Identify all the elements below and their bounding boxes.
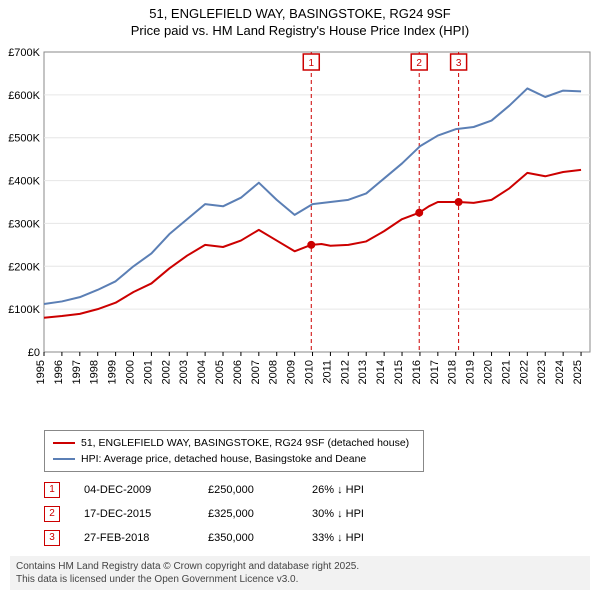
- svg-text:2023: 2023: [536, 360, 548, 384]
- sale-number-box: 1: [44, 482, 60, 498]
- svg-text:£700K: £700K: [8, 47, 40, 59]
- svg-text:2000: 2000: [125, 360, 137, 384]
- footer-line: This data is licensed under the Open Gov…: [16, 573, 584, 586]
- svg-text:£600K: £600K: [8, 90, 40, 102]
- svg-text:2003: 2003: [178, 360, 190, 384]
- svg-text:1996: 1996: [53, 360, 65, 384]
- title-block: 51, ENGLEFIELD WAY, BASINGSTOKE, RG24 9S…: [0, 0, 600, 42]
- svg-text:2014: 2014: [375, 360, 387, 384]
- svg-text:1995: 1995: [35, 360, 47, 384]
- sale-row: 1 04-DEC-2009 £250,000 26% ↓ HPI: [44, 478, 590, 502]
- svg-text:2004: 2004: [196, 360, 208, 384]
- svg-text:2008: 2008: [268, 360, 280, 384]
- sales-table: 1 04-DEC-2009 £250,000 26% ↓ HPI 2 17-DE…: [44, 478, 590, 550]
- sale-delta: 26% ↓ HPI: [312, 484, 364, 496]
- sale-delta: 33% ↓ HPI: [312, 532, 364, 544]
- legend-box: 51, ENGLEFIELD WAY, BASINGSTOKE, RG24 9S…: [44, 430, 424, 472]
- sale-date: 27-FEB-2018: [84, 532, 184, 544]
- svg-text:2002: 2002: [160, 360, 172, 384]
- svg-text:2021: 2021: [500, 360, 512, 384]
- legend-swatch: [53, 442, 75, 444]
- sale-row: 3 27-FEB-2018 £350,000 33% ↓ HPI: [44, 526, 590, 550]
- svg-text:2005: 2005: [214, 360, 226, 384]
- svg-text:£400K: £400K: [8, 175, 40, 187]
- svg-text:2022: 2022: [518, 360, 530, 384]
- svg-text:2018: 2018: [447, 360, 459, 384]
- legend-label: 51, ENGLEFIELD WAY, BASINGSTOKE, RG24 9S…: [81, 437, 409, 449]
- sale-date: 17-DEC-2015: [84, 508, 184, 520]
- svg-text:1: 1: [308, 58, 314, 69]
- sale-price: £250,000: [208, 484, 288, 496]
- svg-text:2010: 2010: [304, 360, 316, 384]
- sale-price: £325,000: [208, 508, 288, 520]
- svg-text:2020: 2020: [483, 360, 495, 384]
- svg-text:2006: 2006: [232, 360, 244, 384]
- legend-row: HPI: Average price, detached house, Basi…: [53, 451, 415, 467]
- license-footer: Contains HM Land Registry data © Crown c…: [10, 556, 590, 590]
- svg-text:2012: 2012: [339, 360, 351, 384]
- chart-svg: £0 £100K £200K £300K £400K £500K £600K £700K 199…: [0, 42, 600, 422]
- svg-text:3: 3: [456, 58, 462, 69]
- legend-label: HPI: Average price, detached house, Basi…: [81, 453, 366, 465]
- footer-line: Contains HM Land Registry data © Crown c…: [16, 560, 584, 573]
- svg-text:2016: 2016: [411, 360, 423, 384]
- sale-price: £350,000: [208, 532, 288, 544]
- svg-text:£0: £0: [28, 347, 40, 359]
- svg-text:1998: 1998: [89, 360, 101, 384]
- sale-date: 04-DEC-2009: [84, 484, 184, 496]
- svg-text:2017: 2017: [429, 360, 441, 384]
- svg-text:£100K: £100K: [8, 304, 40, 316]
- svg-text:£200K: £200K: [8, 261, 40, 273]
- title-subtitle: Price paid vs. HM Land Registry's House …: [0, 23, 600, 40]
- svg-text:1997: 1997: [71, 360, 83, 384]
- sale-row: 2 17-DEC-2015 £325,000 30% ↓ HPI: [44, 502, 590, 526]
- sale-delta: 30% ↓ HPI: [312, 508, 364, 520]
- svg-text:2007: 2007: [250, 360, 262, 384]
- svg-text:1999: 1999: [107, 360, 119, 384]
- svg-text:2: 2: [416, 58, 422, 69]
- sale-number-box: 3: [44, 530, 60, 546]
- svg-text:2019: 2019: [465, 360, 477, 384]
- svg-text:2025: 2025: [572, 360, 584, 384]
- svg-text:2009: 2009: [286, 360, 298, 384]
- svg-text:2015: 2015: [393, 360, 405, 384]
- chart-area: £0 £100K £200K £300K £400K £500K £600K £700K 199…: [0, 42, 600, 422]
- sale-number-box: 2: [44, 506, 60, 522]
- svg-text:£500K: £500K: [8, 132, 40, 144]
- title-address: 51, ENGLEFIELD WAY, BASINGSTOKE, RG24 9S…: [0, 6, 600, 23]
- svg-text:2001: 2001: [142, 360, 154, 384]
- legend-swatch: [53, 458, 75, 460]
- chart-page: 51, ENGLEFIELD WAY, BASINGSTOKE, RG24 9S…: [0, 0, 600, 590]
- legend-row: 51, ENGLEFIELD WAY, BASINGSTOKE, RG24 9S…: [53, 435, 415, 451]
- svg-text:2013: 2013: [357, 360, 369, 384]
- svg-text:2024: 2024: [554, 360, 566, 384]
- svg-text:£300K: £300K: [8, 218, 40, 230]
- svg-text:2011: 2011: [321, 360, 333, 384]
